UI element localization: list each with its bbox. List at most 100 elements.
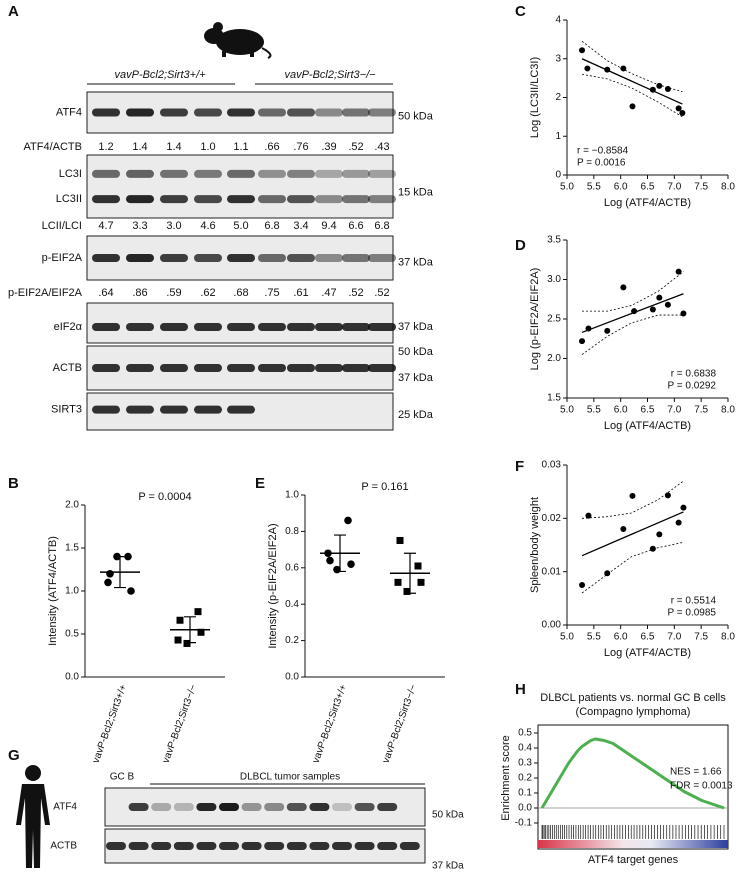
- blot-band: [354, 803, 375, 811]
- point: [680, 310, 687, 317]
- blot-band: [219, 803, 239, 811]
- point: [414, 562, 422, 570]
- blot-band: [287, 108, 315, 117]
- blot-band: [160, 195, 188, 204]
- annotation: FDR = 0.0013: [670, 781, 733, 792]
- annotation: P = 0.161: [361, 481, 408, 493]
- blot-band: [287, 195, 315, 204]
- kda-marker: 37 kDa: [398, 321, 434, 333]
- ratio-value: 4.6: [200, 220, 215, 232]
- blot-band: [128, 803, 149, 811]
- ratio-value: .59: [166, 287, 181, 299]
- blot-band: [287, 323, 315, 331]
- blot-band: [342, 254, 370, 262]
- blot-band: [342, 169, 370, 178]
- blot-band: [196, 842, 217, 850]
- y-tick-label: 0.4: [285, 599, 299, 610]
- y-tick-label: 0.03: [542, 460, 562, 471]
- point: [675, 519, 682, 526]
- y-tick-label: 1.0: [285, 490, 299, 501]
- blot-band: [315, 323, 343, 331]
- point: [680, 504, 687, 511]
- row-label: SIRT3: [51, 404, 82, 416]
- fit-line: [581, 58, 683, 105]
- error-bar: [404, 552, 416, 594]
- ratio-value: 1.1: [233, 141, 248, 153]
- blot-band: [126, 108, 154, 117]
- y-tick-label: 0.8: [285, 526, 299, 537]
- x-tick-label: 6.5: [641, 182, 655, 193]
- point: [174, 636, 182, 644]
- point: [585, 512, 592, 519]
- row-label: ATF4: [56, 106, 82, 118]
- blot-band: [368, 323, 396, 331]
- blot-band: [264, 842, 285, 850]
- y-tick-label: 0.2: [285, 635, 299, 646]
- point: [104, 578, 112, 587]
- category-label: vavP-Bcl2;Sirt3+/+: [91, 683, 130, 765]
- blot-band: [258, 169, 286, 178]
- fit-line: [581, 511, 684, 557]
- ratio-value: 4.7: [98, 220, 113, 232]
- group-label: vavP-Bcl2;Sirt3+/+: [114, 69, 206, 81]
- blot-band: [92, 169, 120, 178]
- blot-band: [160, 169, 188, 178]
- kda-marker: 50 kDa: [398, 346, 434, 358]
- y-tick-label: 0.5: [65, 629, 79, 640]
- kda-marker: 25 kDa: [398, 409, 434, 421]
- blot-band: [368, 254, 396, 262]
- ratio-value: .52: [374, 287, 389, 299]
- blot-band: [126, 195, 154, 204]
- x-tick-label: 7.0: [667, 182, 681, 193]
- y-axis-label: Enrichment score: [500, 735, 512, 821]
- point: [604, 570, 611, 577]
- panel-letter: A: [8, 3, 19, 20]
- ratio-value: .76: [293, 141, 308, 153]
- blot-band: [92, 323, 120, 331]
- y-tick-label: 0.00: [542, 620, 562, 631]
- blot-band: [377, 803, 398, 811]
- point: [675, 268, 682, 275]
- blot-band: [126, 405, 154, 414]
- ratio-value: 6.6: [348, 220, 363, 232]
- y-tick-label: 0.1: [518, 788, 532, 799]
- x-tick-label: 7.5: [694, 632, 708, 643]
- blot-panel: [86, 154, 394, 219]
- point: [620, 526, 627, 532]
- blot-band: [194, 364, 222, 372]
- x-tick-label: 7.0: [667, 632, 681, 643]
- blot-band: [126, 323, 154, 331]
- x-tick-label: 8.0: [721, 632, 735, 643]
- ratio-value: 6.8: [374, 220, 389, 232]
- blot-band: [287, 254, 315, 262]
- y-axis-label: Intensity (ATF4/ACTB): [47, 536, 59, 646]
- y-tick-label: 0: [555, 170, 561, 181]
- annotation: P = 0.0292: [668, 381, 717, 392]
- blot-band: [196, 803, 217, 811]
- blot-band: [194, 108, 222, 117]
- panel-letter: E: [255, 475, 265, 492]
- point: [106, 570, 114, 578]
- point: [675, 105, 682, 112]
- point: [579, 338, 586, 345]
- blot-band: [315, 108, 343, 117]
- blot-band: [128, 842, 149, 850]
- ratio-value: .61: [293, 287, 308, 299]
- row-label: LC3II: [56, 193, 82, 205]
- y-tick-label: 1.0: [65, 586, 79, 597]
- blot-band: [227, 169, 255, 178]
- blot-band: [151, 803, 172, 811]
- x-tick-label: 6.0: [614, 182, 628, 193]
- blot-band: [92, 364, 120, 372]
- point: [579, 582, 586, 588]
- x-tick-label: 5.5: [587, 405, 601, 416]
- y-tick-label: 1.5: [65, 543, 79, 554]
- blot-band: [315, 364, 343, 372]
- panel-letter: C: [515, 3, 526, 20]
- confidence-band: [582, 271, 684, 312]
- x-tick-label: 8.0: [721, 405, 735, 416]
- ratio-value: .86: [132, 287, 147, 299]
- category-label: vavP-Bcl2;Sirt3+/+: [311, 683, 350, 765]
- y-tick-label: 0.0: [65, 672, 79, 683]
- y-tick-label: 3.5: [547, 235, 561, 246]
